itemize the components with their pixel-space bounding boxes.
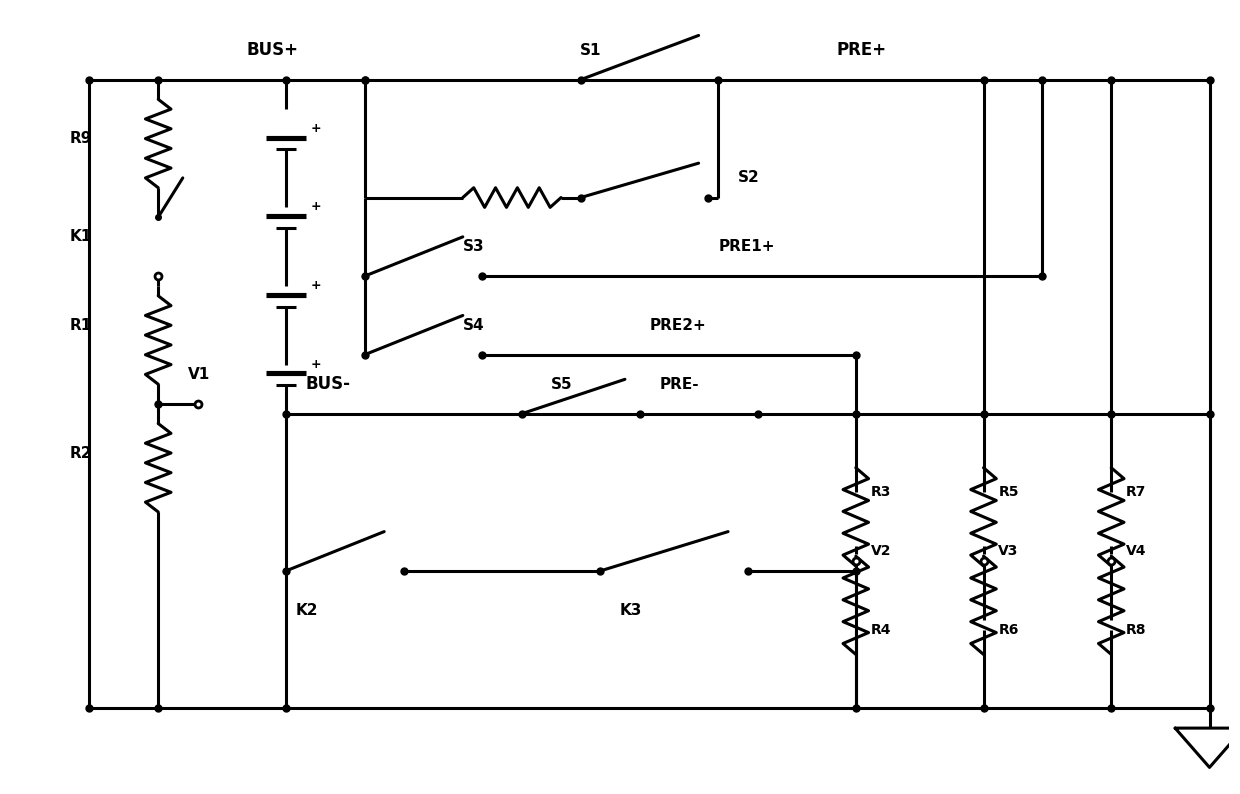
Text: BUS-: BUS- — [305, 376, 351, 393]
Text: R6: R6 — [998, 622, 1018, 637]
Text: PRE+: PRE+ — [836, 41, 887, 60]
Text: R9: R9 — [69, 131, 92, 146]
Text: K2: K2 — [296, 603, 319, 618]
Text: V3: V3 — [998, 544, 1018, 558]
Text: S2: S2 — [738, 171, 760, 186]
Text: +: + — [310, 200, 321, 214]
Text: BUS+: BUS+ — [247, 41, 299, 60]
Text: PRE1+: PRE1+ — [718, 239, 775, 254]
Text: R8: R8 — [1126, 622, 1147, 637]
Text: V2: V2 — [870, 544, 892, 558]
Text: S5: S5 — [552, 376, 573, 391]
Text: +: + — [310, 279, 321, 292]
Text: V1: V1 — [187, 367, 210, 382]
Text: R7: R7 — [1126, 485, 1146, 499]
Text: +: + — [310, 357, 321, 371]
Text: +: + — [310, 121, 321, 135]
Text: R5: R5 — [998, 485, 1019, 499]
Text: PRE-: PRE- — [660, 376, 699, 391]
Text: K1: K1 — [69, 229, 92, 245]
Text: PRE2+: PRE2+ — [650, 318, 707, 333]
Text: S1: S1 — [580, 43, 601, 58]
Text: K3: K3 — [620, 603, 642, 618]
Text: V4: V4 — [1126, 544, 1147, 558]
Text: S4: S4 — [463, 318, 485, 333]
Text: R4: R4 — [870, 622, 892, 637]
Text: R2: R2 — [69, 445, 92, 461]
Text: R1: R1 — [69, 318, 92, 333]
Text: R3: R3 — [870, 485, 890, 499]
Text: S3: S3 — [463, 239, 485, 254]
